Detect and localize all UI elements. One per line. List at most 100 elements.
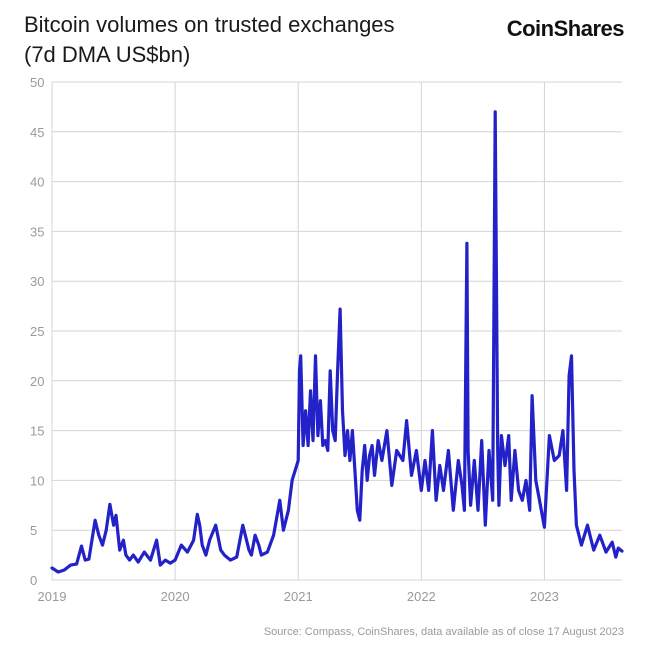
data-point [198, 524, 201, 527]
data-point [334, 439, 337, 442]
data-point [311, 439, 314, 442]
y-tick-label-10: 10 [30, 473, 44, 488]
data-point [415, 449, 418, 452]
data-point [316, 434, 319, 437]
data-point [395, 449, 398, 452]
y-tick-label-45: 45 [30, 125, 44, 140]
data-point [143, 551, 146, 554]
data-point [254, 534, 257, 537]
x-tick-label-2023: 2023 [530, 589, 559, 604]
data-point [314, 354, 317, 357]
data-point [484, 524, 487, 527]
data-point [572, 469, 575, 472]
data-point [353, 469, 356, 472]
data-point [491, 499, 494, 502]
data-point [598, 534, 601, 537]
data-point [465, 242, 468, 245]
data-point [149, 559, 152, 562]
data-point [460, 484, 463, 487]
x-tick-label-2020: 2020 [161, 589, 190, 604]
data-point [321, 444, 324, 447]
data-point [617, 547, 620, 550]
x-tick-label-2021: 2021 [284, 589, 313, 604]
data-point [108, 503, 111, 506]
data-point [250, 554, 253, 557]
data-point [604, 551, 607, 554]
data-point [118, 549, 121, 552]
data-point [341, 409, 344, 412]
data-point [621, 550, 624, 553]
data-point [291, 479, 294, 482]
data-point [87, 558, 90, 561]
data-point [174, 559, 177, 562]
data-point [169, 562, 172, 565]
data-point [528, 509, 531, 512]
data-point [69, 564, 72, 567]
y-tick-label-0: 0 [30, 573, 37, 588]
data-point [420, 489, 423, 492]
data-point [94, 519, 97, 522]
data-point [558, 454, 561, 457]
data-point [105, 529, 108, 532]
chart-title-line-2: (7d DMA US$bn) [24, 42, 191, 67]
data-point [196, 513, 199, 516]
data-point [452, 509, 455, 512]
data-point [463, 509, 466, 512]
data-point [282, 529, 285, 532]
coinshares-logo: CoinShares [506, 16, 625, 41]
data-point [351, 429, 354, 432]
data-point [410, 474, 413, 477]
data-point [592, 549, 595, 552]
data-point [235, 556, 238, 559]
y-tick-label-35: 35 [30, 224, 44, 239]
data-point [380, 459, 383, 462]
data-point [497, 504, 500, 507]
data-point [534, 479, 537, 482]
data-point [575, 524, 578, 527]
y-tick-label-30: 30 [30, 274, 44, 289]
data-point [524, 479, 527, 482]
data-point [361, 469, 364, 472]
data-point [266, 551, 269, 554]
data-point [204, 554, 207, 557]
data-point [427, 489, 430, 492]
y-tick-label-25: 25 [30, 324, 44, 339]
data-point [272, 534, 275, 537]
y-tick-label-50: 50 [30, 75, 44, 90]
data-point [504, 464, 507, 467]
data-point [494, 110, 497, 113]
data-point [80, 545, 83, 548]
data-point [155, 539, 158, 542]
source-note: Source: Compass, CoinShares, data availa… [263, 626, 624, 638]
data-point [223, 554, 226, 557]
data-point [260, 554, 263, 557]
data-point [356, 509, 359, 512]
data-point [324, 439, 327, 442]
data-point [521, 499, 524, 502]
data-point [476, 509, 479, 512]
data-point [128, 559, 131, 562]
data-point [368, 454, 371, 457]
data-point [180, 544, 183, 547]
data-point [457, 459, 460, 462]
series-line-bitcoin-volume [50, 110, 624, 574]
data-point [302, 444, 305, 447]
data-point [132, 554, 135, 557]
data-point [298, 369, 301, 372]
data-point [346, 429, 349, 432]
data-point [304, 409, 307, 412]
data-points [51, 110, 624, 573]
data-point [164, 559, 167, 562]
data-point [390, 484, 393, 487]
data-point [344, 454, 347, 457]
data-point [97, 534, 100, 537]
data-point [124, 554, 127, 557]
data-point [401, 459, 404, 462]
data-point [257, 544, 260, 547]
data-point [358, 519, 361, 522]
data-point [447, 449, 450, 452]
data-point [84, 559, 87, 562]
data-point [405, 419, 408, 422]
data-point [480, 439, 483, 442]
